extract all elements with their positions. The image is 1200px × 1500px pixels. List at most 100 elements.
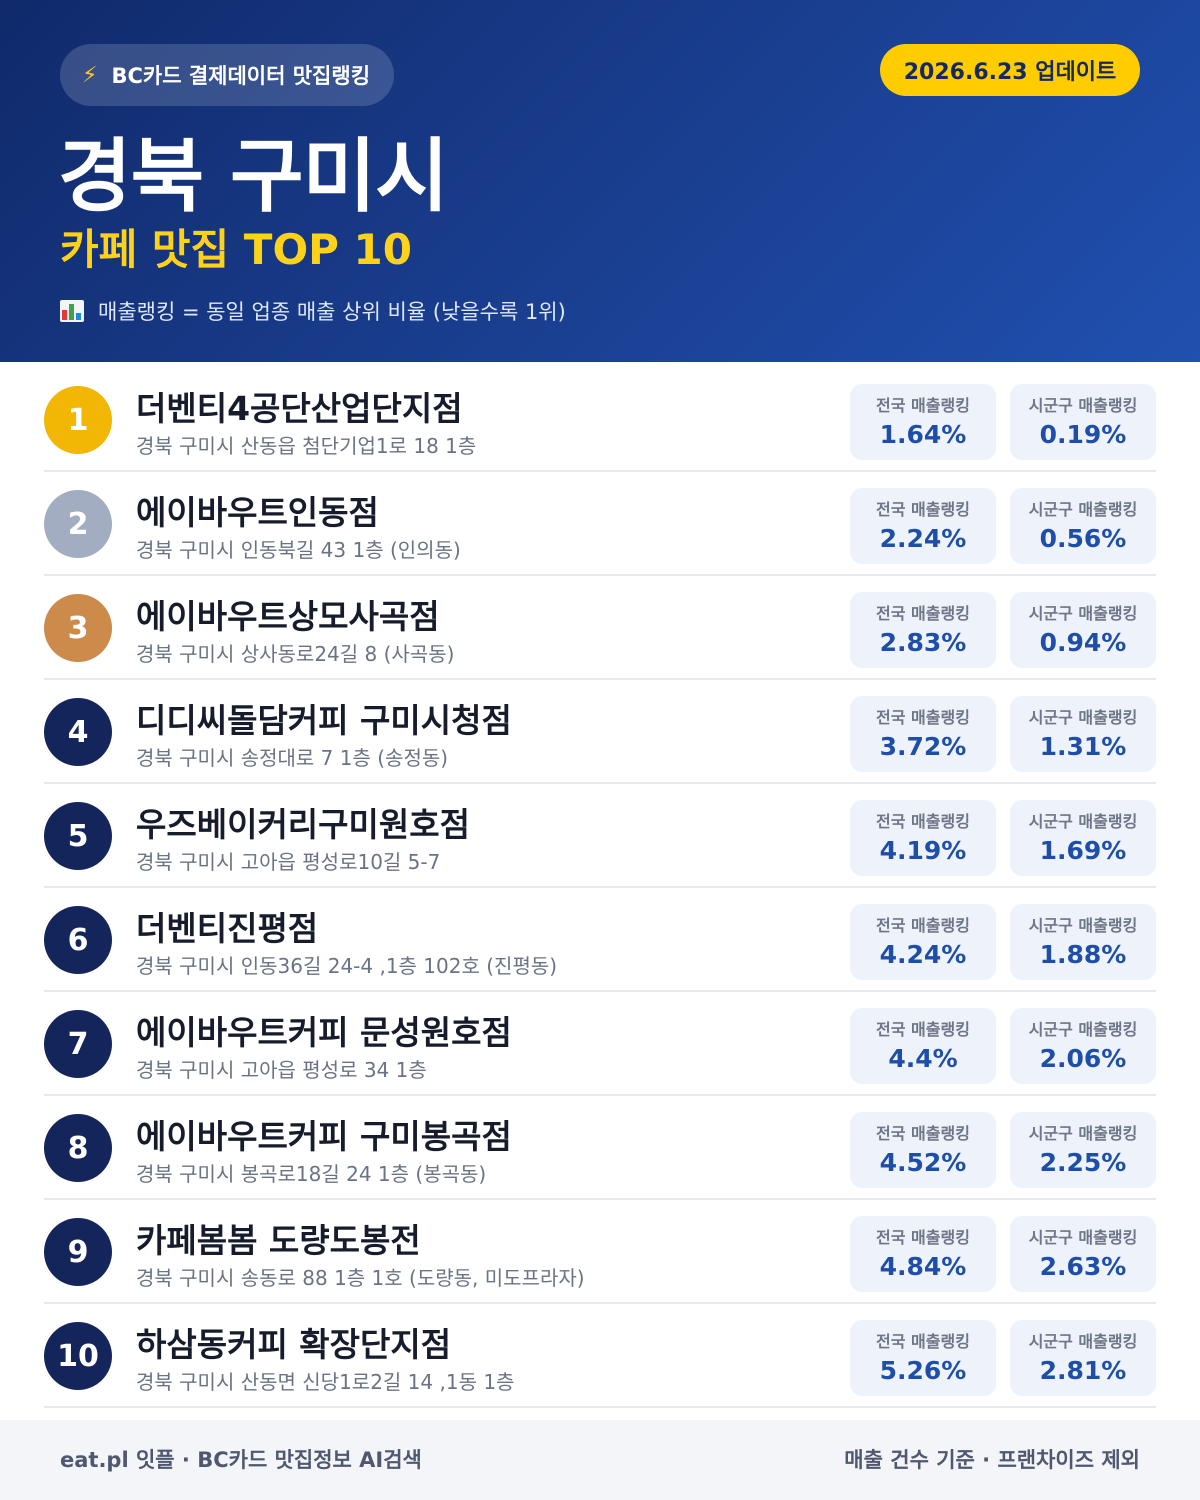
ranking-note-text: 매출랭킹 = 동일 업종 매출 상위 비율 (낮을수록 1위) — [98, 300, 566, 324]
district-rank-card: 시군구 매출랭킹 2.81% — [1010, 1320, 1156, 1396]
header-banner: ⚡ BC카드 결제데이터 맛집랭킹 2026.6.23 업데이트 경북 구미시 … — [0, 0, 1200, 362]
list-item[interactable]: 2 에이바우트인동점 경북 구미시 인동북길 43 1층 (인의동) 전국 매출… — [44, 472, 1156, 576]
district-rank-value: 1.88% — [1039, 940, 1127, 969]
page-title: 경북 구미시 — [58, 130, 449, 223]
store-name: 우즈베이커리구미원호점 — [136, 805, 470, 844]
rank-badge: 9 — [44, 1218, 112, 1286]
district-rank-label: 시군구 매출랭킹 — [1028, 1124, 1138, 1143]
national-rank-label: 전국 매출랭킹 — [876, 708, 970, 727]
source-badge-label: BC카드 결제데이터 맛집랭킹 — [111, 64, 371, 88]
rank-badge: 2 — [44, 490, 112, 558]
list-item[interactable]: 5 우즈베이커리구미원호점 경북 구미시 고아읍 평성로10길 5-7 전국 매… — [44, 784, 1156, 888]
national-rank-card: 전국 매출랭킹 4.19% — [850, 800, 996, 876]
list-item[interactable]: 8 에이바우트커피 구미봉곡점 경북 구미시 봉곡로18길 24 1층 (봉곡동… — [44, 1096, 1156, 1200]
district-rank-value: 0.56% — [1039, 524, 1127, 553]
national-rank-label: 전국 매출랭킹 — [876, 812, 970, 831]
national-rank-label: 전국 매출랭킹 — [876, 1124, 970, 1143]
district-rank-label: 시군구 매출랭킹 — [1028, 1020, 1138, 1039]
rank-badge: 8 — [44, 1114, 112, 1182]
national-rank-label: 전국 매출랭킹 — [876, 396, 970, 415]
store-address: 경북 구미시 인동북길 43 1층 (인의동) — [136, 538, 461, 562]
national-rank-value: 2.83% — [879, 628, 967, 657]
district-rank-value: 1.69% — [1039, 836, 1127, 865]
national-rank-card: 전국 매출랭킹 4.24% — [850, 904, 996, 980]
district-rank-card: 시군구 매출랭킹 2.06% — [1010, 1008, 1156, 1084]
store-name: 에이바우트커피 구미봉곡점 — [136, 1117, 512, 1156]
store-address: 경북 구미시 산동읍 첨단기업1로 18 1층 — [136, 434, 477, 458]
store-name: 더벤티4공단산업단지점 — [136, 389, 463, 428]
list-item[interactable]: 4 디디씨돌담커피 구미시청점 경북 구미시 송정대로 7 1층 (송정동) 전… — [44, 680, 1156, 784]
source-badge: ⚡ BC카드 결제데이터 맛집랭킹 — [60, 44, 395, 106]
footer: eat.pl 잇플 · BC카드 맛집정보 AI검색 매출 건수 기준 · 프랜… — [0, 1420, 1200, 1500]
national-rank-card: 전국 매출랭킹 2.83% — [850, 592, 996, 668]
district-rank-card: 시군구 매출랭킹 0.94% — [1010, 592, 1156, 668]
district-rank-card: 시군구 매출랭킹 1.88% — [1010, 904, 1156, 980]
store-address: 경북 구미시 봉곡로18길 24 1층 (봉곡동) — [136, 1162, 487, 1186]
bar-chart-icon — [60, 300, 84, 322]
national-rank-label: 전국 매출랭킹 — [876, 1228, 970, 1247]
lightning-icon: ⚡ — [82, 62, 98, 88]
national-rank-card: 전국 매출랭킹 4.84% — [850, 1216, 996, 1292]
national-rank-card: 전국 매출랭킹 4.4% — [850, 1008, 996, 1084]
list-item[interactable]: 6 더벤티진평점 경북 구미시 인동36길 24-4 ,1층 102호 (진평동… — [44, 888, 1156, 992]
national-rank-label: 전국 매출랭킹 — [876, 1332, 970, 1351]
list-item[interactable]: 7 에이바우트커피 문성원호점 경북 구미시 고아읍 평성로 34 1층 전국 … — [44, 992, 1156, 1096]
district-rank-value: 2.81% — [1039, 1356, 1127, 1385]
district-rank-label: 시군구 매출랭킹 — [1028, 1228, 1138, 1247]
store-name: 더벤티진평점 — [136, 909, 319, 948]
district-rank-value: 2.06% — [1039, 1044, 1127, 1073]
district-rank-card: 시군구 매출랭킹 0.19% — [1010, 384, 1156, 460]
national-rank-value: 5.26% — [879, 1356, 967, 1385]
national-rank-value: 4.24% — [879, 940, 967, 969]
store-name: 에이바우트커피 문성원호점 — [136, 1013, 512, 1052]
list-item[interactable]: 9 카페봄봄 도량도봉전 경북 구미시 송동로 88 1층 1호 (도량동, 미… — [44, 1200, 1156, 1304]
district-rank-card: 시군구 매출랭킹 2.25% — [1010, 1112, 1156, 1188]
store-address: 경북 구미시 고아읍 평성로10길 5-7 — [136, 850, 441, 874]
district-rank-card: 시군구 매출랭킹 2.63% — [1010, 1216, 1156, 1292]
national-rank-label: 전국 매출랭킹 — [876, 604, 970, 623]
national-rank-card: 전국 매출랭킹 4.52% — [850, 1112, 996, 1188]
district-rank-value: 2.63% — [1039, 1252, 1127, 1281]
store-name: 카페봄봄 도량도봉전 — [136, 1221, 421, 1260]
national-rank-value: 2.24% — [879, 524, 967, 553]
district-rank-label: 시군구 매출랭킹 — [1028, 500, 1138, 519]
store-name: 에이바우트상모사곡점 — [136, 597, 440, 636]
national-rank-value: 3.72% — [879, 732, 967, 761]
rank-badge: 4 — [44, 698, 112, 766]
district-rank-label: 시군구 매출랭킹 — [1028, 604, 1138, 623]
update-date-badge: 2026.6.23 업데이트 — [880, 44, 1140, 96]
store-address: 경북 구미시 인동36길 24-4 ,1층 102호 (진평동) — [136, 954, 558, 978]
district-rank-value: 1.31% — [1039, 732, 1127, 761]
ranking-note: 매출랭킹 = 동일 업종 매출 상위 비율 (낮을수록 1위) — [60, 296, 566, 326]
district-rank-label: 시군구 매출랭킹 — [1028, 1332, 1138, 1351]
list-item[interactable]: 3 에이바우트상모사곡점 경북 구미시 상사동로24길 8 (사곡동) 전국 매… — [44, 576, 1156, 680]
district-rank-card: 시군구 매출랭킹 1.69% — [1010, 800, 1156, 876]
store-address: 경북 구미시 송동로 88 1층 1호 (도량동, 미도프라자) — [136, 1266, 585, 1290]
district-rank-card: 시군구 매출랭킹 1.31% — [1010, 696, 1156, 772]
footer-criteria: 매출 건수 기준 · 프랜차이즈 제외 — [844, 1448, 1140, 1472]
footer-source: eat.pl 잇플 · BC카드 맛집정보 AI검색 — [60, 1448, 422, 1472]
store-name: 하삼동커피 확장단지점 — [136, 1325, 452, 1364]
national-rank-value: 4.4% — [888, 1044, 958, 1073]
store-address: 경북 구미시 송정대로 7 1층 (송정동) — [136, 746, 449, 770]
district-rank-label: 시군구 매출랭킹 — [1028, 812, 1138, 831]
district-rank-label: 시군구 매출랭킹 — [1028, 916, 1138, 935]
national-rank-label: 전국 매출랭킹 — [876, 916, 970, 935]
rank-badge: 10 — [44, 1322, 112, 1390]
national-rank-value: 4.19% — [879, 836, 967, 865]
national-rank-value: 4.84% — [879, 1252, 967, 1281]
rank-badge: 3 — [44, 594, 112, 662]
store-name: 디디씨돌담커피 구미시청점 — [136, 701, 512, 740]
ranking-list: 1 더벤티4공단산업단지점 경북 구미시 산동읍 첨단기업1로 18 1층 전국… — [44, 368, 1156, 1408]
national-rank-card: 전국 매출랭킹 5.26% — [850, 1320, 996, 1396]
national-rank-label: 전국 매출랭킹 — [876, 1020, 970, 1039]
district-rank-label: 시군구 매출랭킹 — [1028, 396, 1138, 415]
district-rank-value: 2.25% — [1039, 1148, 1127, 1177]
rank-badge: 7 — [44, 1010, 112, 1078]
store-name: 에이바우트인동점 — [136, 493, 379, 532]
store-address: 경북 구미시 산동면 신당1로2길 14 ,1동 1층 — [136, 1370, 515, 1394]
district-rank-label: 시군구 매출랭킹 — [1028, 708, 1138, 727]
list-item[interactable]: 10 하삼동커피 확장단지점 경북 구미시 산동면 신당1로2길 14 ,1동 … — [44, 1304, 1156, 1408]
national-rank-card: 전국 매출랭킹 3.72% — [850, 696, 996, 772]
list-item[interactable]: 1 더벤티4공단산업단지점 경북 구미시 산동읍 첨단기업1로 18 1층 전국… — [44, 368, 1156, 472]
